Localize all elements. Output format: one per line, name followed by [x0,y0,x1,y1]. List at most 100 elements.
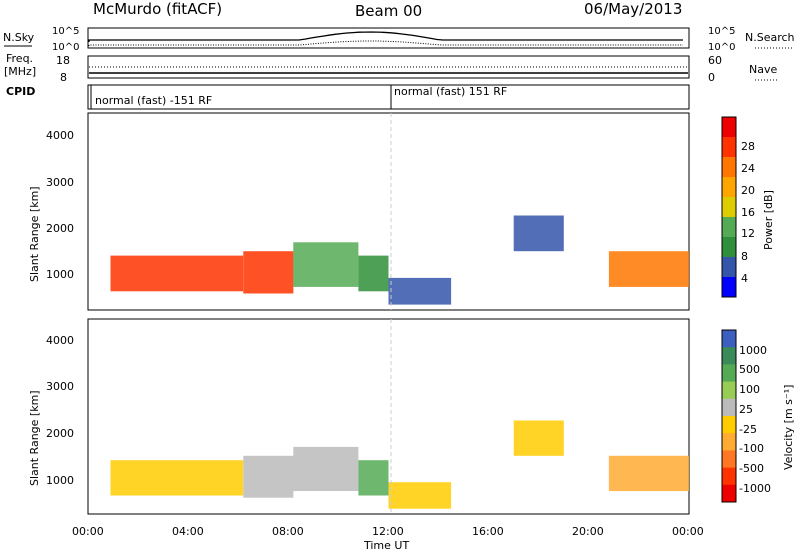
noise-panel-frame [87,27,690,49]
vel-region-1 [243,455,294,498]
x-axis: 00:00 04:00 08:00 12:00 16:00 20:00 00:0… [72,525,704,552]
power-colorbar-segment [722,177,736,198]
power-colorbar-label: Power [dB] [762,190,775,250]
station-title: McMurdo (fitACF) [93,0,222,18]
power-ylabel: Slant Range [km] [28,186,41,282]
noise-panel: N.Sky 10^5 10^0 10^5 10^0 N.Search [3,26,795,53]
power-colorbar [721,116,737,298]
power-panel-frame [87,112,690,311]
noise-search-line [88,40,683,46]
power-colorbar-segment [722,197,736,218]
velocity-panel-frame [87,318,690,515]
power-ytick-4000: 4000 [46,129,74,142]
power-colorbar-segment [722,237,736,258]
xtick-1200: 12:00 [372,525,404,538]
power-region-1 [243,251,294,294]
power-cb-tick-16: 16 [741,206,755,219]
noise-right-tick-top: 10^5 [708,26,735,37]
vel-colorbar-frame [721,329,737,503]
xaxis-label: Time UT [363,539,409,552]
velocity-ytick-3000: 3000 [46,380,74,393]
noise-left-tick-bottom: 10^0 [52,42,79,53]
xtick-1600: 16:00 [472,525,504,538]
velocity-data-layer [110,420,689,509]
power-cb-tick-12: 12 [741,227,755,240]
vel-region-6 [608,455,689,492]
power-cb-tick-28: 28 [741,140,755,153]
noise-left-label: N.Sky [3,31,35,44]
freq-panel-frame [87,55,690,79]
power-colorbar-segment [722,277,736,298]
power-region-5 [513,215,564,252]
velocity-ytick-1000: 1000 [46,474,74,487]
vel-cb-tick-neg1000: -1000 [739,482,771,495]
power-colorbar-segment [722,257,736,278]
vel-colorbar-segment [722,364,736,383]
velocity-colorbar [721,329,737,503]
power-cb-tick-8: 8 [741,250,748,263]
power-data-layer [110,215,689,305]
xtick-0000: 00:00 [72,525,104,538]
power-region-4 [388,277,452,305]
vel-colorbar-segment [722,416,736,434]
power-colorbar-segment [722,117,736,138]
vel-cb-tick-100: 100 [739,383,760,396]
noise-sky-line [88,31,683,42]
vel-region-3 [358,460,389,496]
date-title: 06/May/2013 [584,0,682,18]
power-region-0 [110,255,244,292]
velocity-panel: Slant Range [km] 4000 3000 2000 1000 100… [28,318,795,515]
noise-left-tick-top: 10^5 [52,26,79,37]
power-cb-tick-4: 4 [741,272,748,285]
power-panel: Slant Range [km] 4000 3000 2000 1000 28 … [28,112,775,311]
cpid-mode-1: normal (fast) -151 RF [95,94,212,107]
freq-tick-top: 18 [56,54,70,67]
noise-right-label: N.Search [745,31,795,44]
power-colorbar-segment [722,217,736,238]
freq-tick-bottom: 8 [60,71,67,84]
xtick-0400: 04:00 [172,525,204,538]
vel-cb-tick-neg25: -25 [739,423,757,436]
power-ytick-1000: 1000 [46,268,74,281]
vel-region-5 [513,420,564,456]
xtick-0800: 08:00 [272,525,304,538]
freq-label-1: Freq. [6,52,33,65]
power-colorbar-segment [722,157,736,178]
vel-colorbar-segment [722,330,736,348]
cpid-panel-frame [87,84,690,110]
velocity-ylabel: Slant Range [km] [28,390,41,486]
cpid-panel: CPID normal (fast) -151 RF normal (fast)… [6,84,690,110]
vel-cb-tick-neg500: -500 [739,462,764,475]
power-ytick-2000: 2000 [46,222,74,235]
cpid-mode-2: normal (fast) 151 RF [394,85,507,98]
vel-colorbar-segment [722,381,736,400]
power-ytick-3000: 3000 [46,176,74,189]
power-colorbar-frame [721,116,737,298]
vel-colorbar-segment [722,398,736,417]
vel-colorbar-segment [722,450,736,469]
nave-label: Nave [749,63,777,76]
nave-tick-top: 60 [708,54,722,67]
noise-right-tick-bottom: 10^0 [708,42,735,53]
freq-panel: Freq. [MHz] 18 8 60 0 Nave [4,52,778,84]
vel-cb-tick-25: 25 [739,403,753,416]
xtick-0000-end: 00:00 [672,525,704,538]
beam-title: Beam 00 [355,2,422,20]
vel-colorbar-segment [722,484,736,503]
vel-cb-tick-neg100: -100 [739,442,764,455]
power-region-6 [608,251,689,287]
power-cb-tick-24: 24 [741,162,755,175]
power-colorbar-segment [722,137,736,158]
vel-colorbar-segment [722,433,736,451]
vel-region-4 [388,482,452,509]
velocity-colorbar-label: Velocity [m s⁻¹] [782,385,795,470]
vel-region-2 [293,446,359,491]
vel-colorbar-segment [722,467,736,486]
nave-tick-bottom: 0 [708,71,715,84]
vel-cb-tick-500: 500 [739,363,760,376]
cpid-label: CPID [6,85,35,98]
vel-cb-tick-1000: 1000 [739,344,767,357]
vel-colorbar-segment [722,347,736,365]
xtick-2000: 20:00 [572,525,604,538]
